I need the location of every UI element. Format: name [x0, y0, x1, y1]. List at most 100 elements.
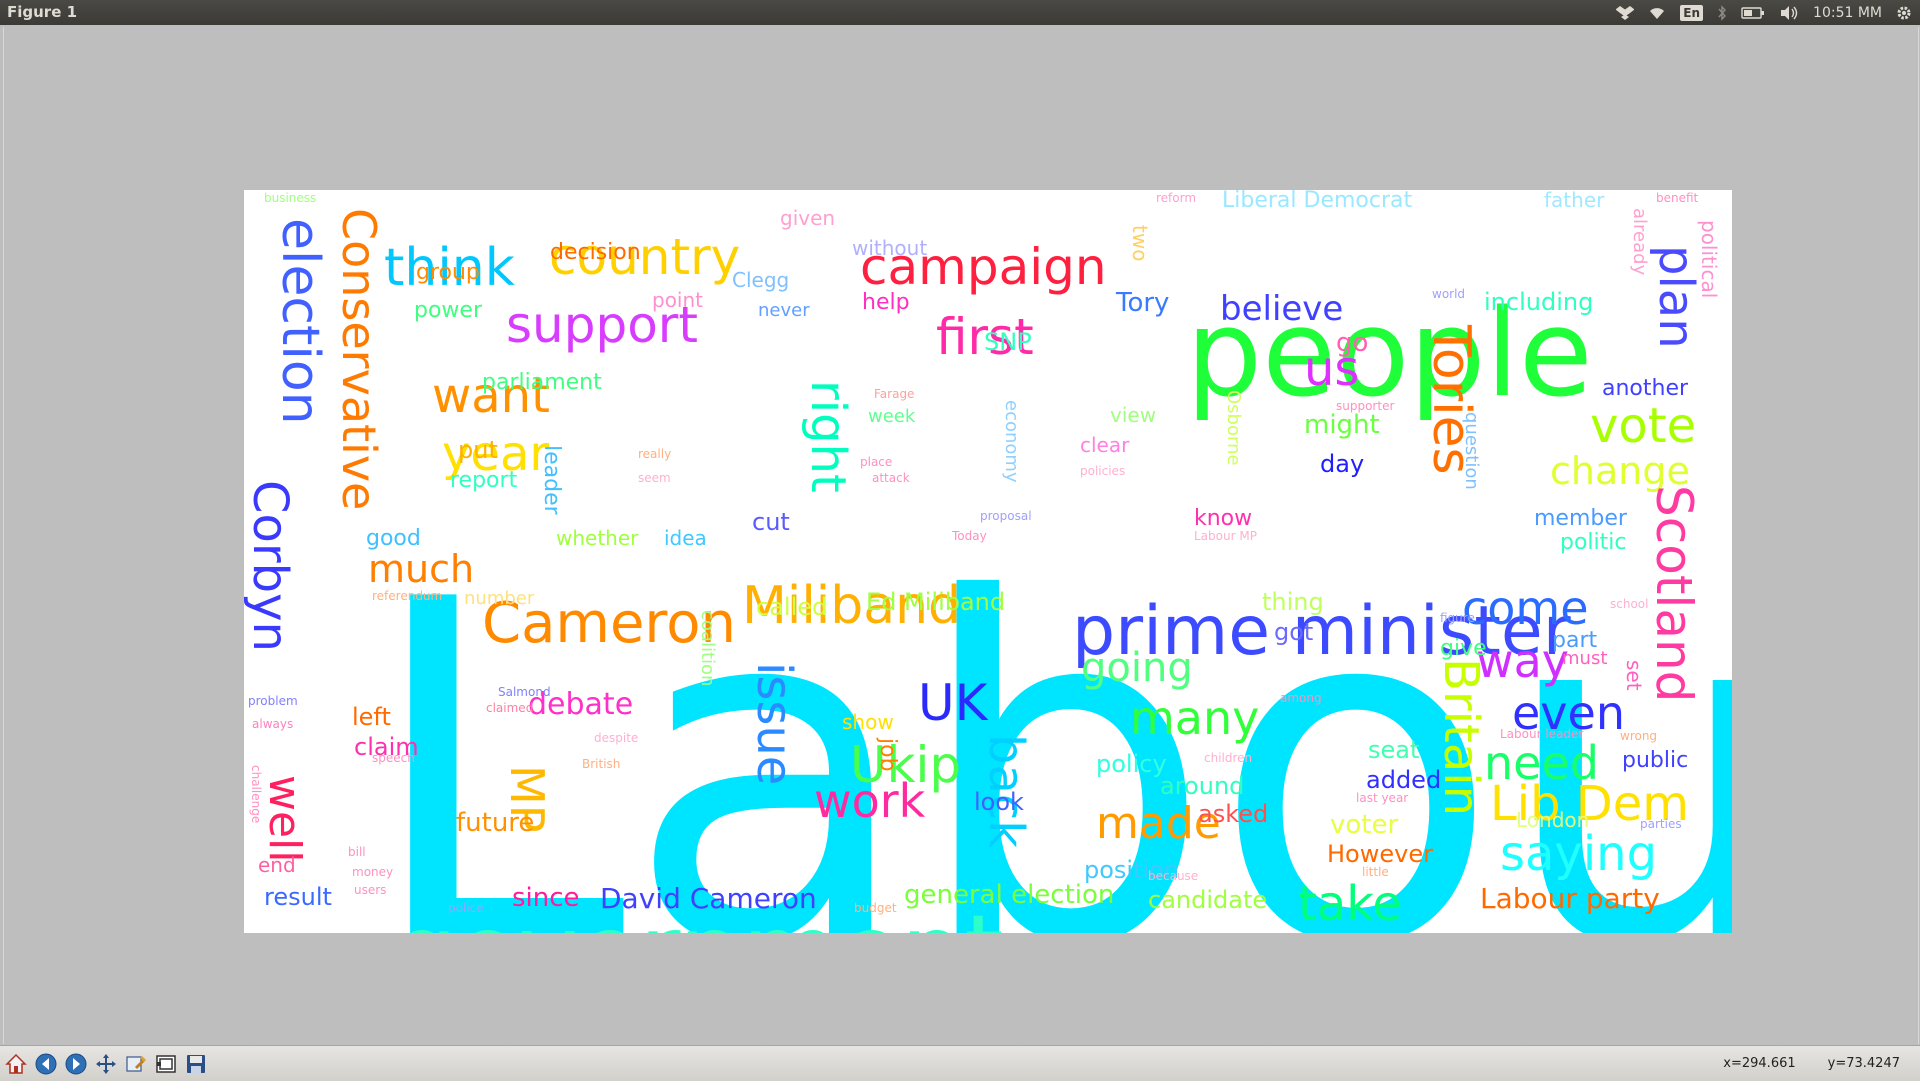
word-cloud-word: clear — [1080, 433, 1130, 457]
word-cloud-word: member — [1534, 506, 1627, 531]
home-button[interactable] — [3, 1051, 29, 1077]
word-cloud-word: need — [1484, 736, 1599, 790]
word-cloud-word: put — [458, 436, 498, 464]
word-cloud-word: Osborne — [1223, 390, 1244, 466]
home-icon — [5, 1053, 27, 1074]
cursor-coordinates: x=294.661 y=73.4247 — [1723, 1056, 1900, 1071]
word-cloud-word: cut — [752, 508, 790, 536]
word-cloud-word: always — [252, 717, 294, 731]
word-cloud-word: Labour — [364, 501, 1732, 934]
back-icon — [35, 1053, 57, 1075]
word-cloud-word: group — [416, 260, 480, 285]
forward-icon — [65, 1053, 87, 1075]
dropbox-icon[interactable] — [1616, 3, 1635, 23]
word-cloud-word: made — [1096, 798, 1221, 849]
word-cloud-word: plan — [1648, 245, 1704, 349]
word-cloud-word: much — [368, 547, 475, 591]
word-cloud-word: parliament — [482, 370, 602, 395]
word-cloud-word: first — [936, 308, 1034, 366]
word-cloud-word: whether — [556, 526, 639, 550]
wifi-icon[interactable] — [1648, 3, 1666, 23]
word-cloud-word: claim — [354, 733, 419, 761]
word-cloud-word: look — [974, 788, 1024, 816]
word-cloud-word: never — [758, 300, 810, 321]
word-cloud-word: place — [860, 455, 893, 469]
pan-icon — [96, 1054, 116, 1074]
word-cloud-word: British — [582, 757, 621, 771]
word-cloud-word: support — [506, 296, 698, 354]
word-cloud-word: given — [780, 206, 836, 230]
word-cloud-word: seat — [1368, 736, 1420, 764]
word-cloud-word: must — [1562, 648, 1608, 669]
word-cloud-word: business — [264, 191, 317, 205]
word-cloud-word: Salmond — [498, 685, 551, 699]
word-cloud-word: report — [450, 468, 518, 493]
pan-button[interactable] — [93, 1051, 119, 1077]
word-cloud-word: question — [1461, 412, 1482, 490]
word-cloud-word: users — [354, 883, 387, 897]
word-cloud-word: believe — [1220, 289, 1344, 329]
word-cloud-word: supporter — [1336, 399, 1395, 413]
navigation-toolbar: x=294.661 y=73.4247 — [0, 1045, 1920, 1081]
word-cloud-word: really — [638, 447, 672, 461]
top-panel: Figure 1 En 10:51 MM — [0, 0, 1920, 25]
word-cloud-word: However — [1327, 840, 1433, 868]
word-cloud-word: view — [1110, 403, 1157, 427]
bluetooth-icon[interactable] — [1717, 3, 1727, 23]
word-cloud-word: political — [1697, 220, 1721, 299]
word-cloud-word: proposal — [980, 509, 1032, 523]
word-cloud-word: last year — [1356, 791, 1409, 805]
word-cloud-word: attack — [872, 471, 910, 485]
clock[interactable]: 10:51 MM — [1813, 4, 1882, 21]
word-cloud-word: among — [1280, 691, 1322, 705]
word-cloud-word: Scotland — [1645, 485, 1703, 703]
word-cloud-word: coalition — [697, 610, 718, 687]
word-cloud-word: going — [1081, 645, 1193, 691]
word-cloud-word: because — [1148, 869, 1199, 883]
back-button[interactable] — [33, 1051, 59, 1077]
word-cloud-word: even — [1512, 686, 1625, 740]
word-cloud-word: little — [1362, 865, 1389, 879]
configure-subplots-button[interactable] — [153, 1051, 179, 1077]
word-cloud-word: go — [1336, 328, 1369, 358]
x-coordinate: x=294.661 — [1723, 1056, 1796, 1071]
word-cloud-word: police — [448, 901, 484, 915]
word-cloud-word: party — [299, 880, 1409, 934]
word-cloud-word: Miliband — [742, 576, 962, 636]
y-coordinate: y=73.4247 — [1827, 1056, 1900, 1071]
word-cloud-word: prime minister — [1072, 592, 1571, 671]
word-cloud-word: challenge — [249, 765, 263, 824]
word-cloud-word: children — [1204, 751, 1253, 765]
word-cloud-word: point — [652, 288, 704, 312]
volume-icon[interactable] — [1779, 3, 1799, 23]
word-cloud-word: position — [1084, 856, 1180, 884]
word-cloud-word: referendum — [372, 589, 443, 603]
word-cloud-word: end — [258, 853, 296, 877]
zoom-button[interactable] — [123, 1051, 149, 1077]
battery-icon[interactable] — [1741, 3, 1765, 23]
word-cloud-word: saying — [1500, 826, 1658, 882]
gear-icon[interactable] — [1896, 3, 1912, 23]
keyboard-language-indicator[interactable]: En — [1680, 4, 1704, 21]
word-cloud-word: policy — [1096, 750, 1167, 778]
word-cloud-word: public — [1622, 748, 1689, 773]
word-cloud-word: right — [800, 380, 856, 493]
word-cloud-word: Corbyn — [244, 480, 298, 652]
word-cloud-word: Labour leader — [1500, 727, 1584, 741]
save-button[interactable] — [183, 1051, 209, 1077]
word-cloud-word: benefit — [1656, 191, 1699, 205]
word-cloud-word: work — [814, 774, 926, 828]
word-cloud-word: father — [1544, 190, 1605, 212]
word-cloud-word: David Cameron — [600, 882, 817, 915]
word-cloud-word: another — [1602, 376, 1689, 401]
word-cloud-word: London — [1516, 808, 1590, 832]
word-cloud-word: UK — [918, 674, 988, 732]
word-cloud-word: know — [1194, 506, 1253, 531]
forward-button[interactable] — [63, 1051, 89, 1077]
word-cloud-word: Labour MP — [1194, 529, 1257, 543]
word-cloud-word: Lib Dem — [1490, 776, 1690, 832]
word-cloud-word: us — [1304, 341, 1360, 397]
save-icon — [187, 1055, 205, 1073]
